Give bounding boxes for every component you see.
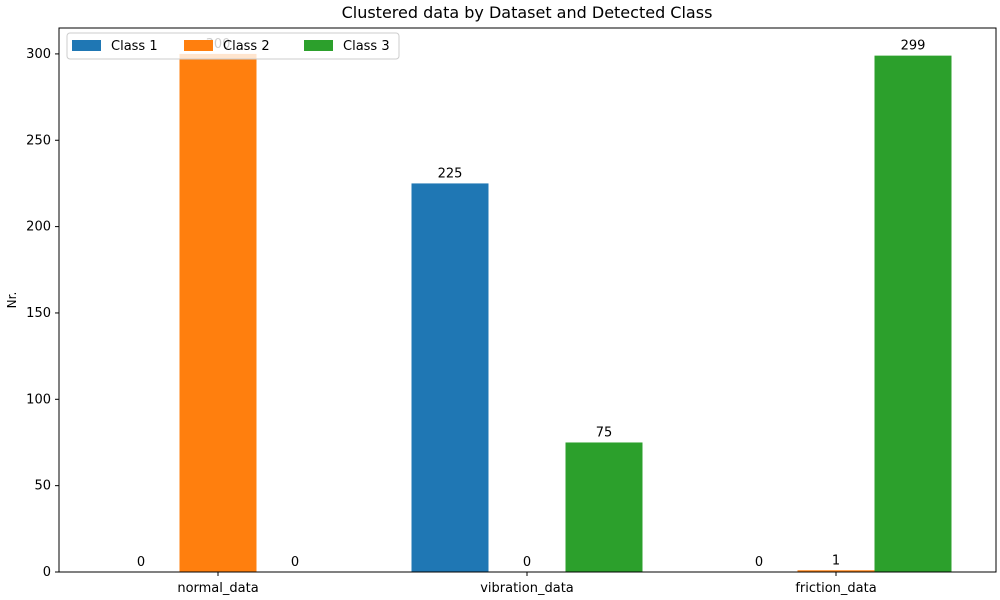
legend: Class 1 Class 2 Class 3 (66, 32, 400, 60)
bar-class-2-normal_data (179, 53, 257, 572)
legend-swatch-class-1 (72, 40, 101, 51)
legend-label-class-2: Class 2 (223, 39, 270, 54)
legend-label-class-3: Class 3 (343, 39, 390, 54)
x-tick-label-friction_data: friction_data (795, 581, 876, 596)
data-label-class-3-normal_data: 0 (291, 555, 299, 570)
bar-class-2-friction_data (797, 570, 875, 572)
bar-class-1-vibration_data (411, 183, 489, 572)
data-label-class-1-vibration_data: 225 (438, 166, 463, 181)
y-tick-label: 300 (26, 47, 51, 62)
y-tick-label: 150 (26, 306, 51, 321)
legend-label-class-1: Class 1 (111, 39, 158, 54)
bar-class-3-vibration_data (565, 442, 643, 572)
data-label-class-1-normal_data: 0 (137, 555, 145, 570)
chart-title: Clustered data by Dataset and Detected C… (342, 3, 713, 22)
y-tick-label: 50 (34, 479, 51, 494)
y-tick-label: 100 (26, 392, 51, 407)
legend-box (66, 32, 400, 60)
bars-layer (179, 53, 952, 573)
data-label-class-2-vibration_data: 0 (523, 555, 531, 570)
data-label-class-1-friction_data: 0 (755, 555, 763, 570)
y-tick-label: 250 (26, 133, 51, 148)
x-tick-label-vibration_data: vibration_data (480, 581, 574, 596)
y-tick-label: 0 (43, 565, 51, 580)
bar-class-3-friction_data (874, 55, 952, 573)
data-label-class-3-friction_data: 299 (901, 39, 926, 54)
legend-swatch-class-3 (304, 40, 333, 51)
data-label-class-2-friction_data: 1 (832, 553, 840, 568)
y-axis-label: Nr. (5, 292, 19, 309)
y-tick-label: 200 (26, 220, 51, 235)
x-tick-label-normal_data: normal_data (177, 581, 258, 596)
legend-swatch-class-2 (184, 40, 213, 51)
data-label-class-3-vibration_data: 75 (596, 425, 613, 440)
